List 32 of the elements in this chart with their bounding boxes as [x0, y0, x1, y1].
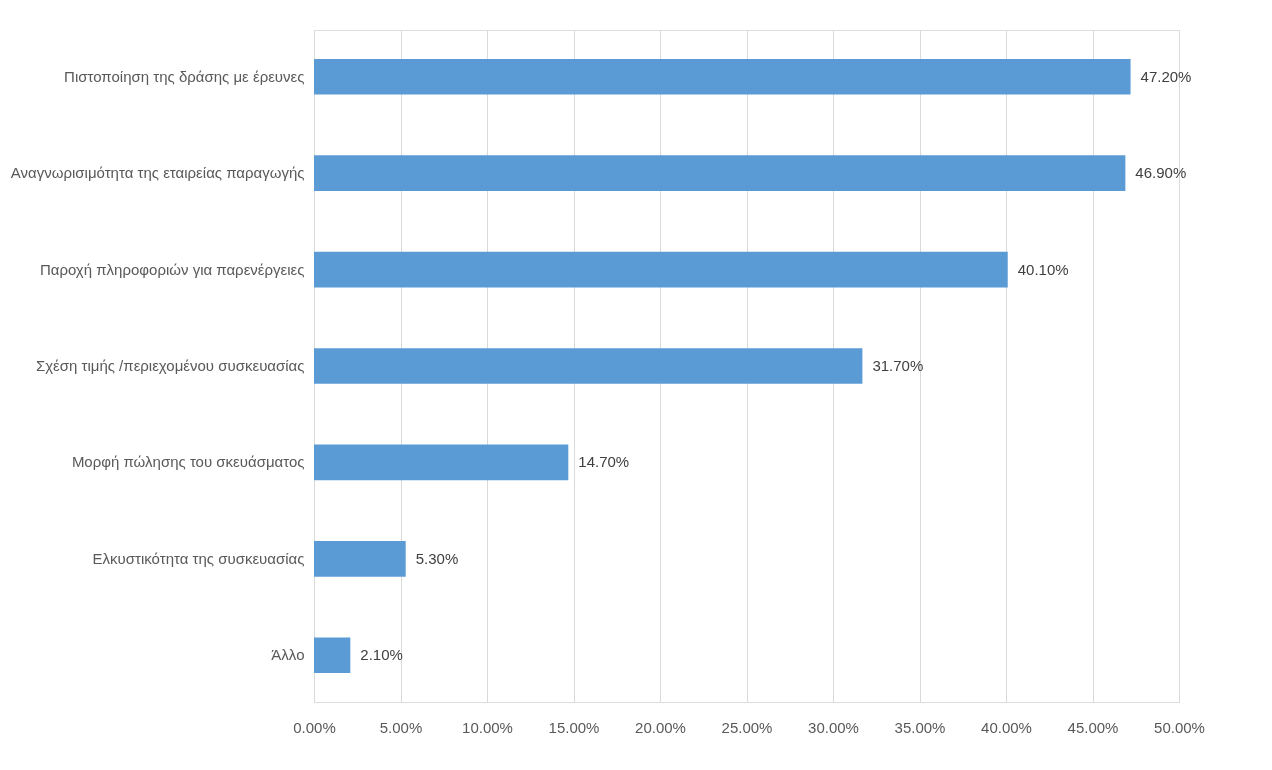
bar: [314, 637, 351, 674]
data-label: 46.90%: [1135, 164, 1187, 182]
x-tick-label: 50.00%: [1154, 718, 1205, 736]
x-tick-label: 0.00%: [293, 718, 336, 736]
x-tick-label: 15.00%: [548, 718, 600, 736]
bar: [314, 348, 863, 384]
bar: [314, 444, 569, 481]
y-tick-label: Παροχή πληροφοριών για παρενέργειες: [39, 260, 305, 278]
y-tick-label: Σχέση τιμής /περιεχομένου συσκευασίας: [35, 357, 305, 374]
bar: [314, 58, 1131, 95]
data-label: 14.70%: [578, 453, 630, 471]
x-tick-label: 40.00%: [981, 718, 1032, 736]
x-tick-label: 30.00%: [808, 718, 859, 736]
bar: [314, 540, 406, 577]
data-label: 5.30%: [415, 549, 459, 567]
data-label: 2.10%: [360, 646, 403, 664]
x-tick-label: 35.00%: [894, 718, 946, 736]
x-tick-label: 5.00%: [379, 718, 423, 736]
x-tick-label: 45.00%: [1067, 718, 1119, 736]
x-tick-label: 20.00%: [635, 718, 686, 736]
y-tick-label: Αναγνωρισιμότητα της εταιρείας παραγωγής: [10, 164, 305, 182]
data-label: 31.70%: [872, 357, 924, 374]
y-tick-label: Άλλο: [271, 646, 305, 664]
data-label: 47.20%: [1140, 67, 1192, 85]
data-label: 40.10%: [1017, 260, 1069, 278]
x-tick-label: 10.00%: [462, 718, 513, 736]
y-tick-label: Μορφή πώλησης του σκευάσματος: [71, 453, 305, 471]
x-tick-label: 25.00%: [721, 718, 773, 736]
y-tick-label: Ελκυστικότητα της συσκευασίας: [92, 549, 305, 567]
bar: [314, 155, 1126, 192]
y-tick-label: Πιστοποίηση της δράσης με έρευνες: [64, 67, 305, 85]
bar: [314, 251, 1008, 288]
